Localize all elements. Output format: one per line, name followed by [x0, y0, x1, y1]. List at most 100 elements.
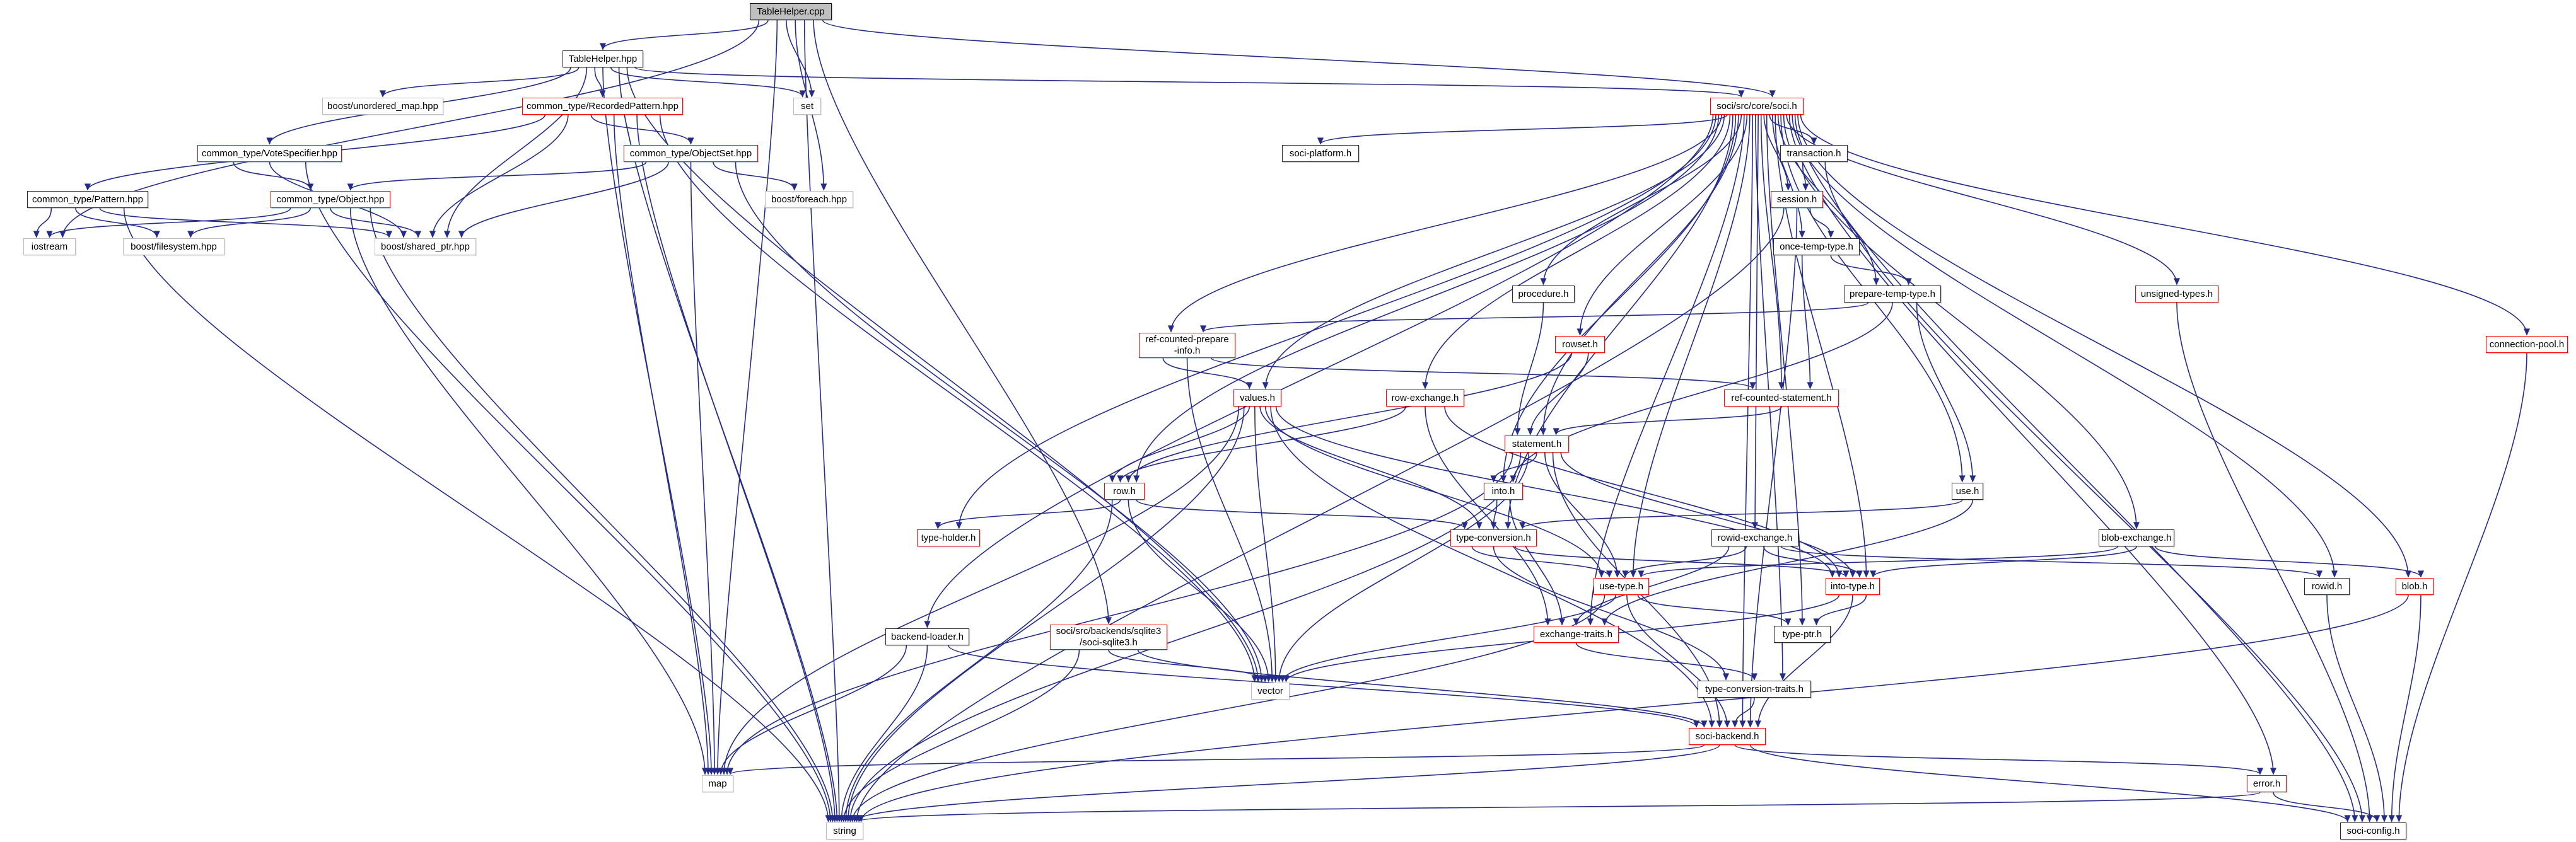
node-rowexch[interactable]: row-exchange.h [1386, 389, 1464, 407]
edge-soci-blobexch [1783, 114, 2140, 529]
node-row[interactable]: row.h [1104, 483, 1145, 500]
node-string[interactable]: string [826, 822, 863, 839]
edge-object-sharedptr [330, 207, 421, 238]
node-procedure[interactable]: procedure.h [1512, 285, 1575, 303]
edge-statement-string [847, 452, 1522, 822]
edge-oncetemp-preparetemp [1830, 255, 1912, 285]
node-tctraits[interactable]: type-conversion-traits.h [1698, 681, 1811, 698]
node-vector[interactable]: vector [1251, 683, 1290, 700]
node-session[interactable]: session.h [1771, 191, 1823, 208]
node-object[interactable]: common_type/Object.hpp [271, 191, 390, 208]
edge-soci-typeconv [1505, 114, 1734, 529]
node-connpool[interactable]: connection-pool.h [2486, 336, 2568, 353]
node-unordered[interactable]: boost/unordered_map.hpp [322, 98, 443, 115]
edge-soci-transaction [1769, 114, 1817, 145]
node-foreach[interactable]: boost/foreach.hpp [765, 191, 853, 208]
edge-sqlite3-vector [1108, 649, 1269, 683]
node-backendloader[interactable]: backend-loader.h [885, 628, 969, 645]
node-statement[interactable]: statement.h [1505, 435, 1569, 453]
edge-rowexch-intotype [1444, 406, 1843, 578]
edge-rowidexch-exchtraits [1573, 546, 1730, 626]
edge-values-vector [1254, 406, 1279, 683]
edge-vote-string [305, 161, 834, 822]
edge-hpp-vector [626, 67, 1262, 683]
node-sociconfig[interactable]: soci-config.h [2340, 822, 2406, 839]
node-sharedptr[interactable]: boost/shared_ptr.hpp [375, 238, 476, 255]
node-iostream[interactable]: iostream [23, 238, 76, 255]
node-hpp[interactable]: TableHelper.hpp [562, 50, 643, 67]
edge-hpp-unordered [380, 67, 580, 98]
edge-usetype-vector [1279, 594, 1616, 683]
edge-soci-oncetemp [1771, 114, 1805, 238]
node-socibackend[interactable]: soci-backend.h [1689, 728, 1766, 745]
node-soci[interactable]: soci/src/core/soci.h [1710, 98, 1804, 115]
edge-objset-sharedptr [458, 161, 669, 238]
node-typeholder[interactable]: type-holder.h [917, 529, 980, 546]
edge-object-string [370, 207, 836, 822]
edge-pattern-sharedptr [99, 207, 392, 238]
node-cpp[interactable]: TableHelper.cpp [750, 3, 832, 20]
node-use[interactable]: use.h [1952, 483, 1983, 500]
node-preparetemp[interactable]: prepare-temp-type.h [1844, 285, 1941, 303]
edge-soci-intotype [1775, 114, 1870, 578]
edge-statement-into [1490, 452, 1537, 483]
edge-session-oncetemp [1809, 207, 1834, 238]
node-set[interactable]: set [793, 98, 821, 115]
edge-blob-sociconfig [2388, 594, 2422, 822]
edge-rowid-sociconfig [2326, 594, 2388, 822]
edge-hpp-set [610, 67, 806, 98]
edge-recorded-vector [659, 114, 1258, 683]
edge-backendloader-socibackend [948, 645, 1699, 728]
edge-object-filesystem [187, 207, 312, 238]
edge-soci-backendloader [924, 114, 1714, 628]
node-map[interactable]: map [702, 775, 733, 792]
edge-soci-rowid [1792, 114, 2338, 578]
node-unsigned[interactable]: unsigned-types.h [2135, 285, 2218, 303]
edge-rowidexch-intotype [1763, 546, 1863, 578]
edge-exchtraits-tctraits [1575, 642, 1757, 681]
node-into[interactable]: into.h [1484, 483, 1523, 500]
node-platform[interactable]: soci-platform.h [1282, 145, 1359, 162]
edge-blobexch-intotype [1870, 546, 2137, 578]
node-typeptr[interactable]: type-ptr.h [1774, 626, 1831, 643]
node-error[interactable]: error.h [2247, 775, 2287, 792]
node-pattern[interactable]: common_type/Pattern.hpp [27, 191, 148, 208]
node-filesystem[interactable]: boost/filesystem.hpp [123, 238, 224, 255]
edge-refprepinfo-vector [1186, 357, 1276, 683]
node-vote[interactable]: common_type/VoteSpecifier.hpp [197, 145, 342, 162]
node-recorded[interactable]: common_type/RecordedPattern.hpp [522, 98, 683, 115]
edge-objset-map [690, 161, 718, 775]
edge-soci-usetype [1629, 114, 1751, 578]
edge-soci-rowexch [1421, 114, 1731, 389]
edge-rowidexch-usetype [1622, 546, 1747, 578]
node-transaction[interactable]: transaction.h [1780, 145, 1848, 162]
edge-sqlite3-string [840, 649, 1080, 822]
edge-refstmt-statement [1553, 406, 1782, 435]
node-rowidexch[interactable]: rowid-exchange.h [1711, 529, 1798, 546]
node-rowid[interactable]: rowid.h [2304, 578, 2350, 595]
node-rowset[interactable]: rowset.h [1555, 336, 1605, 353]
node-refstmt[interactable]: ref-counted-statement.h [1724, 389, 1839, 407]
edge-hpp-sharedptr [443, 67, 588, 238]
edge-values-string [844, 406, 1245, 822]
node-typeconv[interactable]: type-conversion.h [1450, 529, 1537, 546]
node-refprepinfo[interactable]: ref-counted-prepare -info.h [1139, 333, 1235, 358]
node-intotype[interactable]: into-type.h [1826, 578, 1880, 595]
edge-typeconv-tctraits [1493, 546, 1729, 681]
node-objset[interactable]: common_type/ObjectSet.hpp [624, 145, 758, 162]
node-usetype[interactable]: use-type.h [1594, 578, 1649, 595]
edge-recorded-string [636, 114, 838, 822]
node-sqlite3[interactable]: soci/src/backends/sqlite3 /soci-sqlite3.… [1050, 625, 1167, 650]
node-values[interactable]: values.h [1233, 389, 1281, 407]
edge-usetype-socibackend [1626, 594, 1731, 728]
node-exchtraits[interactable]: exchange-traits.h [1534, 626, 1619, 643]
edge-blobexch-blob [2155, 546, 2424, 578]
node-oncetemp[interactable]: once-temp-type.h [1773, 238, 1860, 255]
edge-backendloader-map [717, 645, 907, 775]
node-blob[interactable]: blob.h [2396, 578, 2433, 595]
node-blobexch[interactable]: blob-exchange.h [2099, 529, 2174, 546]
edge-cpp-sqlite3 [813, 20, 1112, 625]
edge-error-sociconfig [2273, 792, 2381, 822]
